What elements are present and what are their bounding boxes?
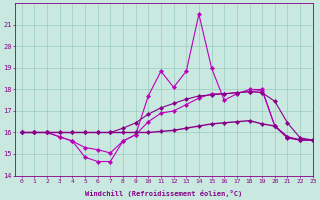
X-axis label: Windchill (Refroidissement éolien,°C): Windchill (Refroidissement éolien,°C) [85,190,243,197]
